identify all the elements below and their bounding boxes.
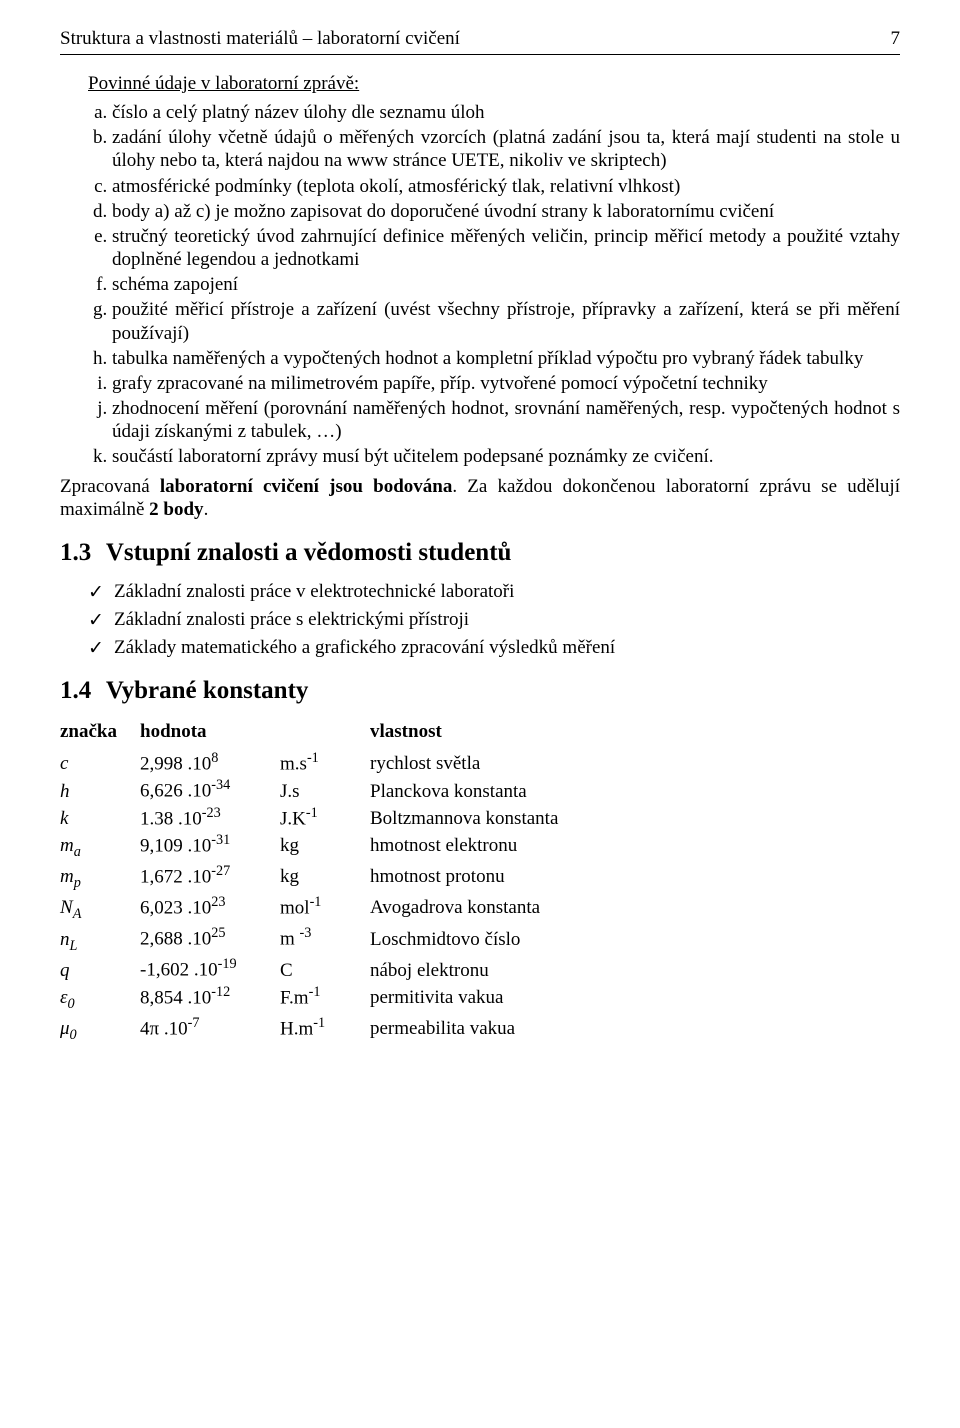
constants-table: značka hodnota vlastnost c2,998 .108m.s-…: [60, 719, 710, 1045]
table-header-row: značka hodnota vlastnost: [60, 719, 710, 749]
body: Povinné údaje v laboratorní zprávě: čísl…: [88, 73, 900, 1045]
list-item: zhodnocení měření (porovnání naměřených …: [112, 397, 900, 443]
cell-description: permitivita vakua: [370, 983, 710, 1014]
cell-description: permeabilita vakua: [370, 1014, 710, 1045]
cell-unit: kg: [280, 862, 370, 893]
cell-symbol: q: [60, 955, 140, 982]
cell-description: Loschmidtovo číslo: [370, 924, 710, 955]
cell-value: 6,626 .10-34: [140, 776, 280, 803]
section-heading-1-3: 1.3 Vstupní znalosti a vědomosti student…: [60, 539, 900, 567]
list-item: tabulka naměřených a vypočtených hodnot …: [112, 347, 900, 370]
cell-unit: J.s: [280, 776, 370, 803]
list-item: Základy matematického a grafického zprac…: [88, 637, 900, 659]
cell-description: náboj elektronu: [370, 955, 710, 982]
cell-value: -1,602 .10-19: [140, 955, 280, 982]
section-title: Vstupní znalosti a vědomosti studentů: [106, 539, 512, 566]
list-item: stručný teoretický úvod zahrnující defin…: [112, 225, 900, 271]
text-bold: laboratorní cvičení jsou bodována: [160, 476, 452, 497]
running-title: Struktura a vlastnosti materiálů – labor…: [60, 28, 460, 50]
list-item: atmosférické podmínky (teplota okolí, at…: [112, 175, 900, 198]
table-row: k1.38 .10-23J.K-1Boltzmannova konstanta: [60, 804, 710, 831]
cell-unit: C: [280, 955, 370, 982]
section-number: 1.3: [60, 539, 100, 567]
cell-description: rychlost světla: [370, 749, 710, 776]
cell-value: 1.38 .10-23: [140, 804, 280, 831]
header-rule: [60, 54, 900, 55]
table-row: NA6,023 .1023mol-1Avogadrova konstanta: [60, 893, 710, 924]
list-item: body a) až c) je možno zapisovat do dopo…: [112, 200, 900, 223]
list-item: Základní znalosti práce v elektrotechnic…: [88, 581, 900, 603]
cell-description: Planckova konstanta: [370, 776, 710, 803]
cell-unit: m -3: [280, 924, 370, 955]
cell-symbol: c: [60, 749, 140, 776]
list-item: schéma zapojení: [112, 273, 900, 296]
table-row: c2,998 .108m.s-1rychlost světla: [60, 749, 710, 776]
list-item: Základní znalosti práce s elektrickými p…: [88, 609, 900, 631]
text: Zpracovaná: [60, 476, 160, 497]
cell-symbol: μ0: [60, 1014, 140, 1045]
cell-symbol: h: [60, 776, 140, 803]
cell-unit: mol-1: [280, 893, 370, 924]
cell-symbol: k: [60, 804, 140, 831]
grading-note: Zpracovaná laboratorní cvičení jsou bodo…: [60, 475, 900, 521]
table-row: q-1,602 .10-19Cnáboj elektronu: [60, 955, 710, 982]
table-row: h6,626 .10-34J.sPlanckova konstanta: [60, 776, 710, 803]
text-bold: 2 body: [149, 499, 203, 520]
cell-symbol: NA: [60, 893, 140, 924]
table-row: mp1,672 .10-27kghmotnost protonu: [60, 862, 710, 893]
table-row: nL2,688 .1025m -3Loschmidtovo číslo: [60, 924, 710, 955]
section-title: Vybrané konstanty: [106, 677, 309, 704]
section-heading-1-4: 1.4 Vybrané konstanty: [60, 677, 900, 705]
mandatory-title: Povinné údaje v laboratorní zprávě:: [88, 73, 900, 95]
cell-description: Boltzmannova konstanta: [370, 804, 710, 831]
text: .: [204, 499, 209, 520]
cell-value: 6,023 .1023: [140, 893, 280, 924]
cell-value: 2,998 .108: [140, 749, 280, 776]
list-item: zadání úlohy včetně údajů o měřených vzo…: [112, 126, 900, 172]
table-row: μ04π .10-7 H.m-1permeabilita vakua: [60, 1014, 710, 1045]
list-item: součástí laboratorní zprávy musí být uči…: [112, 445, 900, 468]
cell-symbol: ma: [60, 831, 140, 862]
cell-unit: J.K-1: [280, 804, 370, 831]
prereq-list: Základní znalosti práce v elektrotechnic…: [88, 581, 900, 659]
cell-symbol: ε0: [60, 983, 140, 1014]
cell-unit: F.m-1: [280, 983, 370, 1014]
running-head: Struktura a vlastnosti materiálů – labor…: [60, 28, 900, 50]
cell-value: 9,109 .10-31: [140, 831, 280, 862]
cell-description: Avogadrova konstanta: [370, 893, 710, 924]
cell-unit: kg: [280, 831, 370, 862]
table-row: ε08,854 .10-12 F.m-1permitivita vakua: [60, 983, 710, 1014]
cell-value: 2,688 .1025: [140, 924, 280, 955]
cell-value: 4π .10-7: [140, 1014, 280, 1045]
page-number: 7: [891, 28, 901, 50]
cell-symbol: nL: [60, 924, 140, 955]
mandatory-list: číslo a celý platný název úlohy dle sezn…: [88, 101, 900, 469]
page: Struktura a vlastnosti materiálů – labor…: [0, 0, 960, 1428]
list-item: grafy zpracované na milimetrovém papíře,…: [112, 372, 900, 395]
cell-unit: m.s-1: [280, 749, 370, 776]
col-symbol: značka: [60, 719, 140, 749]
col-value: hodnota: [140, 719, 370, 749]
list-item: použité měřicí přístroje a zařízení (uvé…: [112, 298, 900, 344]
cell-description: hmotnost elektronu: [370, 831, 710, 862]
cell-unit: H.m-1: [280, 1014, 370, 1045]
constants-tbody: c2,998 .108m.s-1rychlost světlah6,626 .1…: [60, 749, 710, 1045]
list-item: číslo a celý platný název úlohy dle sezn…: [112, 101, 900, 124]
section-number: 1.4: [60, 677, 100, 705]
cell-value: 8,854 .10-12: [140, 983, 280, 1014]
cell-symbol: mp: [60, 862, 140, 893]
col-property: vlastnost: [370, 719, 710, 749]
cell-value: 1,672 .10-27: [140, 862, 280, 893]
table-row: ma9,109 .10-31kghmotnost elektronu: [60, 831, 710, 862]
cell-description: hmotnost protonu: [370, 862, 710, 893]
